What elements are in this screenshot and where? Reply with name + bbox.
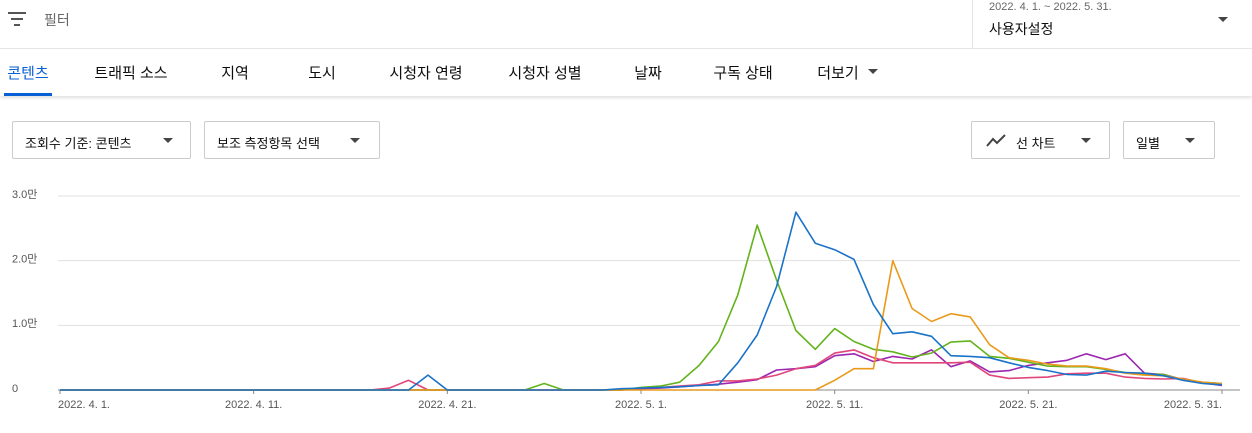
- chart-type-select[interactable]: 선 차트: [971, 121, 1110, 159]
- x-tick-label: 2022. 4. 21.: [418, 399, 476, 411]
- x-tick-label: 2022. 5. 31.: [1164, 399, 1222, 411]
- y-tick-label: 1.0만: [12, 317, 37, 330]
- x-tick-label: 2022. 4. 11.: [225, 399, 282, 411]
- tab[interactable]: 지역: [221, 65, 249, 82]
- series-line: [60, 211, 1223, 391]
- tab[interactable]: 더보기: [817, 65, 859, 82]
- x-tick-label: 2022. 4. 1.: [58, 399, 110, 411]
- caret: [163, 138, 173, 143]
- interval: 일별: [1136, 136, 1160, 151]
- caret: [1218, 17, 1228, 22]
- tab[interactable]: 콘텐츠: [7, 65, 49, 82]
- line-icon: [986, 134, 1006, 147]
- metric: 조회수 기준: 콘텐츠: [25, 136, 132, 151]
- caret: [1185, 138, 1195, 143]
- tab[interactable]: 도시: [308, 65, 336, 82]
- tab-indicator: [4, 93, 52, 96]
- top-bar: 필터: [0, 0, 1252, 49]
- y-tick-label: 0: [12, 383, 18, 395]
- date-picker[interactable]: 2022. 4. 1. ~ 2022. 5. 31. 사용자설정: [972, 0, 1252, 48]
- filter-icon[interactable]: [8, 12, 26, 26]
- y-tick-label: 3.0만: [12, 188, 37, 201]
- filter-label[interactable]: 필터: [44, 12, 70, 28]
- y-tick-label: 2.0만: [12, 253, 37, 266]
- x-tick-label: 2022. 5. 21.: [999, 399, 1057, 411]
- date-range: 2022. 4. 1. ~ 2022. 5. 31.: [989, 1, 1112, 13]
- tab[interactable]: 트래픽 소스: [94, 65, 168, 82]
- x-tick-label: 2022. 5. 11.: [806, 399, 863, 411]
- period: 사용자설정: [989, 21, 1054, 37]
- tab[interactable]: 시청자 연령: [389, 65, 463, 82]
- caret[interactable]: [868, 69, 878, 74]
- tab-bar: 콘텐츠 트래픽 소스 지역 도시 시청자 연령 시청자 성별 날짜 구독 상태 더보기: [0, 48, 1252, 96]
- tab[interactable]: 날짜: [634, 65, 662, 82]
- secondary-select[interactable]: 보조 측정항목 선택: [204, 121, 380, 159]
- series-line: [60, 224, 1223, 391]
- metric-select[interactable]: 조회수 기준: 콘텐츠: [12, 121, 191, 159]
- secondary: 보조 측정항목 선택: [217, 136, 320, 151]
- x-tick-label: 2022. 5. 1.: [615, 399, 667, 411]
- caret: [350, 138, 360, 143]
- tab[interactable]: 시청자 성별: [508, 65, 582, 82]
- tab[interactable]: 구독 상태: [713, 65, 773, 82]
- caret: [1081, 138, 1091, 143]
- chart-type: 선 차트: [1016, 136, 1056, 151]
- interval-select[interactable]: 일별: [1123, 121, 1215, 159]
